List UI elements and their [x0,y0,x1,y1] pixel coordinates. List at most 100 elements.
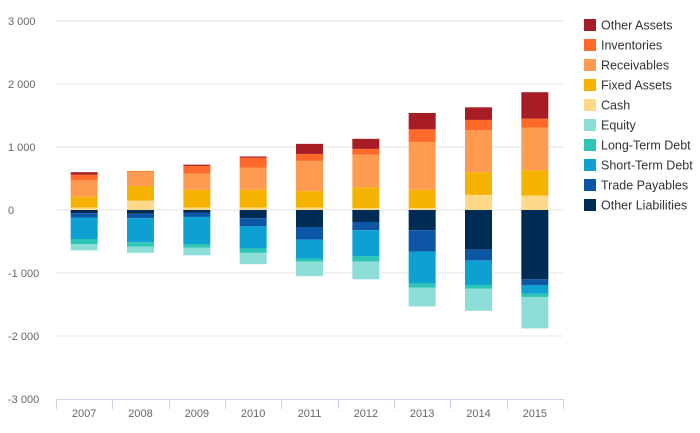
legend-swatch [584,59,596,71]
legend-swatch [584,179,596,191]
bar-segment-receivables [465,129,492,173]
bar-segment-other-assets [239,156,267,158]
bar-segment-short-term-debt [183,216,211,245]
bar-segment-equity [127,246,154,253]
bar-segment-other-liabilities [521,210,549,280]
bar-segment-trade-payables [70,213,98,218]
bar-segment-receivables [521,127,549,171]
bar-segment-cash [70,207,98,210]
bar-segment-cash [521,195,549,210]
legend-label: Fixed Assets [601,79,672,93]
bar-segment-other-liabilities [183,210,211,213]
bar-segment-equity [352,261,380,280]
bar-segment-equity [465,288,492,311]
x-tick-label: 2009 [185,408,209,420]
y-tick-label: 3 000 [8,16,36,28]
bar-segment-receivables [239,167,267,190]
y-tick-label: -2 000 [8,331,39,343]
bar-segment-trade-payables [296,227,323,240]
bar-segment-cash [127,200,154,210]
bar-segment-receivables [296,160,323,192]
bar-segment-receivables [352,154,380,188]
bar-segment-equity [296,261,323,277]
y-tick-label: 0 [8,205,14,217]
bar-segment-trade-payables [352,221,380,231]
bar-segment-long-term-debt [127,242,154,247]
bar-segment-cash [408,208,436,210]
x-tick-label: 2010 [241,408,265,420]
bar-segment-other-liabilities [465,210,492,250]
bar-segment-cash [465,194,492,210]
bar-segment-cash [239,207,267,210]
legend-label: Other Assets [601,19,673,33]
x-tick-label: 2012 [354,408,378,420]
bar-segment-other-assets [296,143,323,154]
bar-segment-inventories [70,174,98,181]
bar-segment-other-liabilities [239,210,267,219]
bar-segment-long-term-debt [408,283,436,288]
bar-segment-other-assets [521,92,549,119]
x-tick-label: 2007 [72,408,96,420]
bar-segment-receivables [408,141,436,190]
y-tick-label: -3 000 [8,394,39,406]
bar-segment-long-term-debt [296,258,323,262]
bar-segment-inventories [127,170,154,172]
legend-label: Long-Term Debt [601,139,691,153]
bar-segment-inventories [521,118,549,128]
bar-segment-other-assets [408,112,436,130]
bar-segment-inventories [465,119,492,130]
bar-segment-short-term-debt [70,217,98,239]
legend-label: Cash [601,99,630,113]
legend-swatch [584,99,596,111]
legend: Other Assets Inventories Receivables Fixed … [584,19,693,213]
bar-segment-fixed-assets [183,189,211,208]
bar-segment-other-liabilities [352,210,380,222]
bar-segment-other-assets [70,172,98,175]
bars [70,92,549,329]
bar-segment-trade-payables [183,212,211,217]
bar-segment-other-liabilities [296,210,323,228]
bar-segment-long-term-debt [183,244,211,248]
bar-segment-cash [183,207,211,210]
legend-swatch [584,199,596,211]
bar-segment-trade-payables [239,218,267,227]
bar-segment-inventories [352,148,380,155]
bar-segment-trade-payables [127,213,154,219]
y-axis: 3 000 2 000 1 000 0 -1 000 -2 000 -3 000 [8,16,39,406]
bar-segment-short-term-debt [408,251,436,284]
bar-segment-receivables [70,180,98,197]
bar-segment-short-term-debt [239,226,267,249]
legend-label: Short-Term Debt [601,159,693,173]
bar-segment-fixed-assets [521,170,549,196]
legend-label: Other Liabilities [601,199,687,213]
y-tick-label: 2 000 [8,79,36,91]
y-tick-label: 1 000 [8,142,36,154]
legend-swatch [584,79,596,91]
x-axis: 2007 2008 2009 2010 2011 2012 2013 2014 2015 [56,399,564,420]
bar-segment-other-assets [352,138,380,149]
bar-segment-receivables [127,171,154,187]
bar-segment-equity [408,287,436,307]
bar-segment-short-term-debt [465,260,492,285]
x-tick-label: 2015 [523,408,547,420]
legend-swatch [584,119,596,131]
bar-segment-short-term-debt [521,284,549,294]
bar-segment-inventories [408,129,436,142]
bar-segment-equity [239,252,267,265]
legend-swatch [584,19,596,31]
legend-swatch [584,159,596,171]
bar-segment-other-liabilities [70,210,98,214]
bar-segment-inventories [183,165,211,174]
bar-segment-long-term-debt [70,238,98,245]
x-tick-label: 2014 [466,408,490,420]
bar-segment-fixed-assets [296,191,323,208]
x-tick-label: 2013 [410,408,434,420]
bar-segment-long-term-debt [239,248,267,253]
bar-segment-trade-payables [521,279,549,285]
bar-segment-trade-payables [408,230,436,252]
bar-segment-trade-payables [465,249,492,261]
bar-segment-fixed-assets [239,189,267,208]
bar-segment-fixed-assets [352,187,380,209]
bar-segment-long-term-debt [465,284,492,289]
bar-segment-fixed-assets [408,189,436,209]
